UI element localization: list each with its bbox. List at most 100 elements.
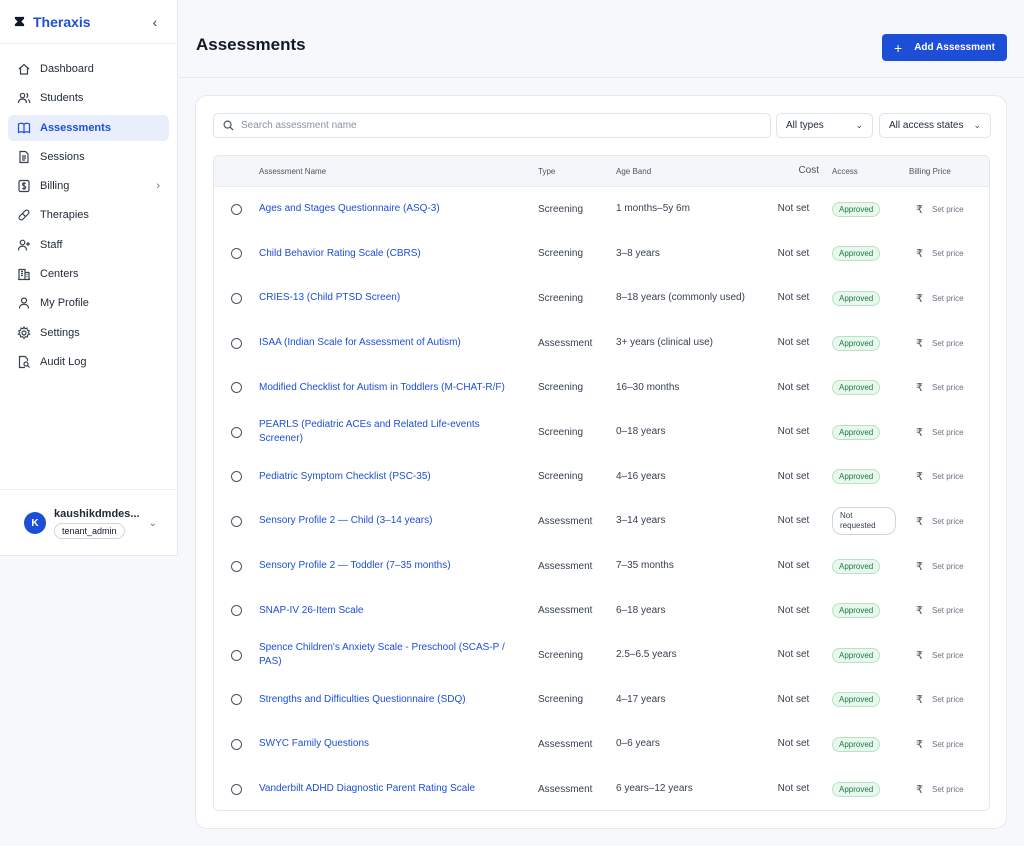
set-price-link[interactable]: Set price bbox=[932, 472, 964, 482]
billing-price-cell[interactable]: ₹ Set price bbox=[909, 292, 989, 305]
set-price-link[interactable]: Set price bbox=[932, 293, 964, 303]
rupee-icon: ₹ bbox=[916, 337, 923, 350]
sidebar-item-dashboard[interactable]: Dashboard bbox=[8, 56, 169, 82]
billing-price-cell[interactable]: ₹ Set price bbox=[909, 693, 989, 706]
billing-price-cell[interactable]: ₹ Set price bbox=[909, 515, 989, 528]
type-filter-select[interactable]: All types ⌄ bbox=[776, 113, 873, 138]
assessment-age-band: 3–14 years bbox=[616, 515, 666, 527]
add-assessment-label: Add Assessment bbox=[914, 42, 995, 53]
sidebar-item-sessions[interactable]: Sessions bbox=[8, 144, 169, 170]
row-select-radio[interactable] bbox=[231, 203, 242, 215]
set-price-link[interactable]: Set price bbox=[932, 784, 964, 794]
row-select-radio[interactable] bbox=[231, 560, 242, 572]
set-price-link[interactable]: Set price bbox=[932, 338, 964, 348]
set-price-link[interactable]: Set price bbox=[932, 249, 964, 259]
row-select-radio[interactable] bbox=[231, 515, 242, 527]
row-select-radio[interactable] bbox=[231, 337, 242, 349]
set-price-link[interactable]: Set price bbox=[932, 204, 964, 214]
access-status-badge: Approved bbox=[832, 736, 881, 752]
gear-icon bbox=[17, 325, 31, 340]
billing-price-cell[interactable]: ₹ Set price bbox=[909, 783, 989, 796]
access-status-badge: Approved bbox=[832, 558, 881, 574]
set-price-link[interactable]: Set price bbox=[932, 561, 964, 571]
assessment-name-link[interactable]: Modified Checklist for Autism in Toddler… bbox=[259, 381, 505, 393]
table-row: Ages and Stages Questionnaire (ASQ-3) Scr… bbox=[214, 187, 989, 232]
book-icon bbox=[17, 121, 31, 135]
sidebar-item-label: Staff bbox=[40, 238, 63, 251]
row-select-radio[interactable] bbox=[231, 605, 242, 617]
billing-price-cell[interactable]: ₹ Set price bbox=[909, 649, 989, 662]
assessment-name-link[interactable]: PEARLS (Pediatric ACEs and Related Life-… bbox=[259, 419, 480, 445]
row-select-radio[interactable] bbox=[231, 783, 242, 795]
row-select-radio[interactable] bbox=[231, 649, 242, 661]
chevron-right-icon: › bbox=[156, 180, 160, 193]
billing-price-cell[interactable]: ₹ Set price bbox=[909, 738, 989, 751]
billing-price-cell[interactable]: ₹ Set price bbox=[909, 560, 989, 573]
sidebar-item-students[interactable]: Students bbox=[8, 85, 169, 111]
row-select-radio[interactable] bbox=[231, 738, 242, 750]
row-select-radio[interactable] bbox=[231, 248, 242, 260]
sidebar-item-therapies[interactable]: Therapies bbox=[8, 202, 169, 228]
assessment-type: Screening bbox=[538, 248, 584, 260]
set-price-link[interactable]: Set price bbox=[932, 695, 964, 705]
assessment-age-band: 4–16 years bbox=[616, 470, 666, 482]
sidebar-item-audit-log[interactable]: Audit Log bbox=[8, 349, 169, 375]
user-name: kaushikdmdes... bbox=[54, 507, 140, 520]
add-assessment-button[interactable]: + Add Assessment bbox=[882, 34, 1007, 61]
billing-price-cell[interactable]: ₹ Set price bbox=[909, 381, 989, 394]
assessment-name-link[interactable]: Vanderbilt ADHD Diagnostic Parent Rating… bbox=[259, 783, 476, 795]
row-select-radio[interactable] bbox=[231, 471, 242, 483]
sidebar-item-staff[interactable]: Staff bbox=[8, 232, 169, 258]
billing-price-cell[interactable]: ₹ Set price bbox=[909, 604, 989, 617]
assessment-name-link[interactable]: Sensory Profile 2 — Toddler (7–35 months… bbox=[259, 560, 451, 572]
chevron-down-icon: ⌄ bbox=[973, 120, 981, 130]
row-select-radio[interactable] bbox=[231, 426, 242, 438]
assessment-name-link[interactable]: SWYC Family Questions bbox=[259, 738, 370, 750]
sidebar-item-settings[interactable]: Settings bbox=[8, 320, 169, 346]
assessment-age-band: 3–8 years bbox=[616, 247, 660, 259]
chevron-down-icon[interactable]: ⌄ bbox=[148, 517, 157, 529]
assessment-name-link[interactable]: Spence Children's Anxiety Scale - Presch… bbox=[259, 642, 505, 668]
sidebar-item-centers[interactable]: Centers bbox=[8, 261, 169, 287]
assessment-name-link[interactable]: Ages and Stages Questionnaire (ASQ-3) bbox=[259, 203, 440, 215]
search-input[interactable] bbox=[241, 120, 761, 131]
billing-price-cell[interactable]: ₹ Set price bbox=[909, 426, 989, 439]
access-filter-select[interactable]: All access states ⌄ bbox=[879, 113, 991, 138]
assessment-cost: Not set bbox=[777, 693, 810, 705]
column-header-name: Assessment Name bbox=[259, 166, 327, 176]
billing-price-cell[interactable]: ₹ Set price bbox=[909, 247, 989, 260]
billing-price-cell[interactable]: ₹ Set price bbox=[909, 337, 989, 350]
row-select-radio[interactable] bbox=[231, 292, 242, 304]
billing-price-cell[interactable]: ₹ Set price bbox=[909, 470, 989, 483]
set-price-link[interactable]: Set price bbox=[932, 383, 964, 393]
set-price-link[interactable]: Set price bbox=[932, 650, 964, 660]
set-price-link[interactable]: Set price bbox=[932, 606, 964, 616]
assessment-name-link[interactable]: Child Behavior Rating Scale (CBRS) bbox=[259, 247, 421, 259]
row-select-radio[interactable] bbox=[231, 694, 242, 706]
assessment-name-link[interactable]: ISAA (Indian Scale for Assessment of Aut… bbox=[259, 337, 461, 349]
access-status-badge: Approved bbox=[832, 335, 881, 351]
billing-price-cell[interactable]: ₹ Set price bbox=[909, 203, 989, 216]
assessment-name-link[interactable]: Strengths and Difficulties Questionnaire… bbox=[259, 693, 466, 705]
sidebar-item-billing[interactable]: Billing › bbox=[8, 173, 169, 199]
sidebar-item-my-profile[interactable]: My Profile bbox=[8, 290, 169, 316]
set-price-link[interactable]: Set price bbox=[932, 427, 964, 437]
set-price-link[interactable]: Set price bbox=[932, 516, 964, 526]
building-icon bbox=[17, 267, 31, 281]
rupee-icon: ₹ bbox=[916, 426, 923, 439]
access-status-badge: Approved bbox=[832, 380, 881, 396]
assessment-name-link[interactable]: CRIES-13 (Child PTSD Screen) bbox=[259, 292, 401, 304]
collapse-sidebar-icon[interactable]: ‹ bbox=[152, 13, 158, 30]
column-header-type: Type bbox=[538, 166, 556, 176]
user-menu[interactable]: K kaushikdmdes... tenant_admin ⌄ bbox=[0, 489, 177, 556]
set-price-link[interactable]: Set price bbox=[932, 739, 964, 749]
assessment-name-link[interactable]: SNAP-IV 26-Item Scale bbox=[259, 604, 364, 616]
rupee-icon: ₹ bbox=[916, 560, 923, 573]
column-header-age-band: Age Band bbox=[616, 166, 652, 176]
search-box[interactable] bbox=[213, 113, 771, 138]
sidebar-item-assessments[interactable]: Assessments bbox=[8, 114, 169, 141]
assessment-name-link[interactable]: Sensory Profile 2 — Child (3–14 years) bbox=[259, 515, 433, 527]
assessment-type: Assessment bbox=[538, 560, 593, 572]
assessment-name-link[interactable]: Pediatric Symptom Checklist (PSC-35) bbox=[259, 470, 431, 482]
row-select-radio[interactable] bbox=[231, 382, 242, 394]
